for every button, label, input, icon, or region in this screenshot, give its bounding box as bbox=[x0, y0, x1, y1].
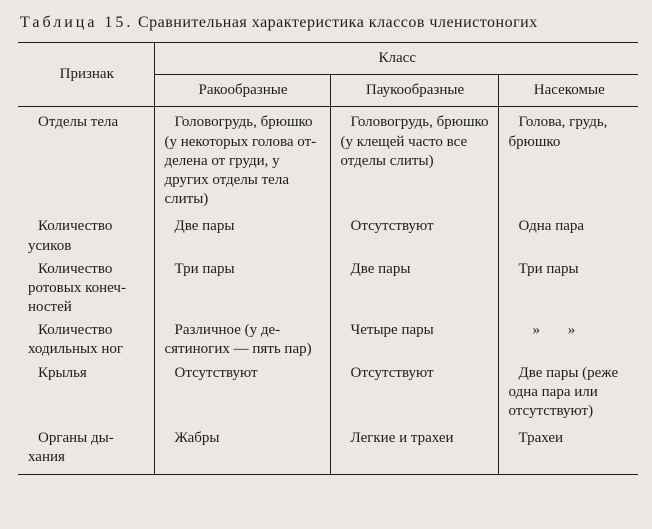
cell: Головогрудь, брюшко (у неко­торых голова… bbox=[154, 107, 330, 215]
comparison-table: Признак Класс Ракообразные Паукообразные… bbox=[18, 42, 638, 475]
cell: Одна пара bbox=[498, 215, 638, 257]
ditto-marks: » » bbox=[509, 322, 588, 338]
cell: Три пары bbox=[154, 258, 330, 320]
table-row: Отделы тела Головогрудь, брюшко (у неко­… bbox=[18, 107, 638, 215]
trait-cell: Крылья bbox=[18, 362, 154, 424]
cell: Две пары (ре­же одна пара или отсутст­ву… bbox=[498, 362, 638, 424]
cell: Различное (у де­сятиногих — пять пар) bbox=[154, 319, 330, 361]
table-caption: Таблица 15. Сравнительная характеристика… bbox=[18, 14, 634, 42]
table-row: Количество ротовых конеч­ностей Три пары… bbox=[18, 258, 638, 320]
header-class-group: Класс bbox=[154, 43, 638, 75]
cell: Голова, грудь, брюшко bbox=[498, 107, 638, 215]
cell: Две пары bbox=[330, 258, 498, 320]
table-row: Крылья Отсутствуют Отсутствуют Две пары … bbox=[18, 362, 638, 424]
cell: Отсутствуют bbox=[154, 362, 330, 424]
header-trait: Признак bbox=[18, 43, 154, 107]
cell: Отсутствуют bbox=[330, 215, 498, 257]
caption-title: Сравнительная характеристика классов чле… bbox=[138, 14, 538, 31]
table-row: Количество ходильных ног Различное (у де… bbox=[18, 319, 638, 361]
cell: Головогрудь, брюшко (у кле­щей часто все… bbox=[330, 107, 498, 215]
trait-cell: Органы ды­хания bbox=[18, 423, 154, 474]
cell: Жабры bbox=[154, 423, 330, 474]
header-col3: Насекомые bbox=[498, 75, 638, 107]
cell: Трахеи bbox=[498, 423, 638, 474]
table-row: Количество усиков Две пары Отсутствуют О… bbox=[18, 215, 638, 257]
trait-cell: Количество ходильных ног bbox=[18, 319, 154, 361]
cell: Две пары bbox=[154, 215, 330, 257]
cell: » » bbox=[498, 319, 638, 361]
table-row: Органы ды­хания Жабры Легкие и трахеи Тр… bbox=[18, 423, 638, 474]
trait-cell: Количество усиков bbox=[18, 215, 154, 257]
cell: Отсутствуют bbox=[330, 362, 498, 424]
header-col2: Паукообразные bbox=[330, 75, 498, 107]
cell: Три пары bbox=[498, 258, 638, 320]
page: Таблица 15. Сравнительная характеристика… bbox=[0, 0, 652, 485]
cell: Четыре пары bbox=[330, 319, 498, 361]
cell: Легкие и трахеи bbox=[330, 423, 498, 474]
trait-cell: Количество ротовых конеч­ностей bbox=[18, 258, 154, 320]
trait-cell: Отделы тела bbox=[18, 107, 154, 215]
caption-label: Таблица 15. bbox=[20, 14, 133, 31]
header-col1: Ракообразные bbox=[154, 75, 330, 107]
